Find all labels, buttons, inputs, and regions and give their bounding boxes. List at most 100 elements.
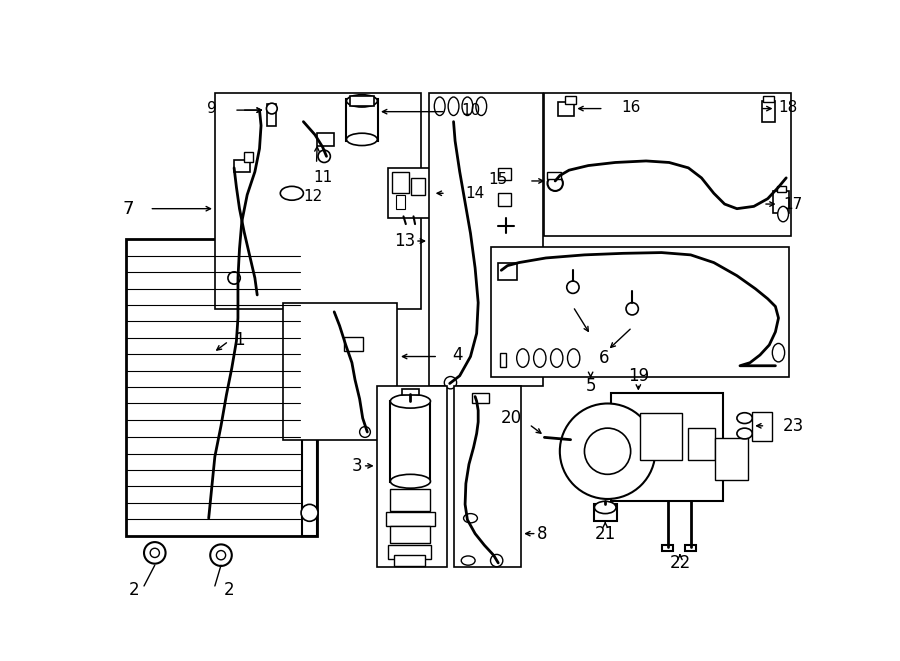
Ellipse shape — [551, 349, 562, 368]
Ellipse shape — [568, 349, 580, 368]
Bar — [763, 97, 774, 102]
Text: 19: 19 — [628, 367, 649, 385]
Text: 15: 15 — [488, 172, 508, 187]
Bar — [318, 134, 334, 145]
Bar — [391, 489, 430, 510]
Bar — [499, 168, 510, 180]
Ellipse shape — [476, 97, 487, 116]
Circle shape — [560, 403, 655, 499]
Circle shape — [318, 150, 330, 163]
Bar — [391, 526, 430, 543]
Text: 13: 13 — [394, 232, 415, 250]
Bar — [302, 239, 318, 536]
Bar — [411, 178, 425, 195]
Bar — [640, 412, 682, 461]
Text: 1: 1 — [234, 330, 245, 348]
Text: 23: 23 — [783, 417, 805, 435]
Bar — [376, 386, 447, 566]
Text: 3: 3 — [352, 457, 363, 475]
Circle shape — [150, 548, 159, 557]
Text: 8: 8 — [536, 525, 547, 543]
Text: 2: 2 — [224, 581, 235, 599]
Bar — [472, 393, 489, 403]
Circle shape — [626, 303, 638, 315]
Bar — [688, 428, 715, 461]
Ellipse shape — [595, 501, 616, 514]
Bar — [752, 412, 772, 442]
Bar — [491, 247, 789, 377]
Bar — [662, 545, 673, 551]
Ellipse shape — [448, 97, 459, 116]
Text: 22: 22 — [670, 554, 690, 572]
Bar — [267, 104, 276, 126]
Bar — [547, 172, 562, 179]
Bar — [215, 93, 421, 309]
Bar — [346, 98, 378, 141]
Circle shape — [228, 272, 240, 284]
Bar — [685, 545, 696, 551]
Text: 11: 11 — [313, 171, 332, 185]
Bar — [499, 193, 510, 206]
Text: 4: 4 — [452, 346, 463, 364]
Circle shape — [491, 555, 503, 566]
Bar — [500, 353, 506, 367]
Circle shape — [144, 542, 166, 564]
Bar — [344, 337, 364, 351]
Text: 9: 9 — [207, 101, 217, 116]
Ellipse shape — [280, 186, 303, 200]
Text: 2: 2 — [129, 581, 140, 599]
Bar — [244, 153, 254, 162]
Bar — [349, 97, 374, 106]
Text: 7: 7 — [123, 200, 134, 217]
Text: 6: 6 — [598, 349, 609, 367]
Ellipse shape — [737, 412, 752, 424]
Ellipse shape — [461, 556, 475, 565]
Bar — [594, 504, 616, 522]
Ellipse shape — [391, 394, 430, 408]
Text: 5: 5 — [585, 377, 596, 395]
Circle shape — [547, 176, 562, 191]
Ellipse shape — [778, 206, 788, 222]
Bar — [391, 401, 430, 482]
Text: 20: 20 — [500, 409, 522, 427]
Text: 17: 17 — [783, 196, 803, 212]
Bar — [386, 512, 435, 526]
Ellipse shape — [391, 475, 430, 488]
Bar — [777, 186, 787, 192]
Bar — [565, 97, 576, 104]
Bar — [396, 195, 405, 209]
Ellipse shape — [534, 349, 546, 368]
Bar — [402, 389, 418, 395]
Bar — [761, 101, 776, 122]
Circle shape — [584, 428, 631, 475]
Ellipse shape — [435, 97, 446, 116]
Text: 16: 16 — [621, 100, 641, 114]
Ellipse shape — [737, 428, 752, 439]
Bar — [283, 303, 397, 440]
Ellipse shape — [346, 95, 377, 107]
Bar — [388, 545, 431, 559]
Circle shape — [266, 103, 277, 114]
Text: 10: 10 — [461, 102, 481, 118]
Ellipse shape — [517, 349, 529, 368]
Text: 14: 14 — [465, 186, 484, 201]
Text: 12: 12 — [304, 189, 323, 204]
Bar — [388, 168, 433, 218]
Bar — [234, 160, 249, 172]
Bar — [499, 262, 517, 280]
Ellipse shape — [464, 514, 477, 523]
Text: 18: 18 — [778, 100, 797, 114]
Bar — [454, 386, 521, 566]
Ellipse shape — [772, 344, 785, 362]
Circle shape — [216, 551, 226, 560]
Ellipse shape — [346, 134, 377, 145]
Text: 21: 21 — [595, 525, 616, 543]
Circle shape — [360, 426, 371, 438]
Circle shape — [211, 545, 232, 566]
Bar — [392, 172, 409, 193]
Circle shape — [445, 377, 456, 389]
Bar — [429, 93, 543, 386]
Ellipse shape — [462, 97, 472, 116]
Bar — [716, 438, 748, 481]
Circle shape — [302, 504, 318, 522]
